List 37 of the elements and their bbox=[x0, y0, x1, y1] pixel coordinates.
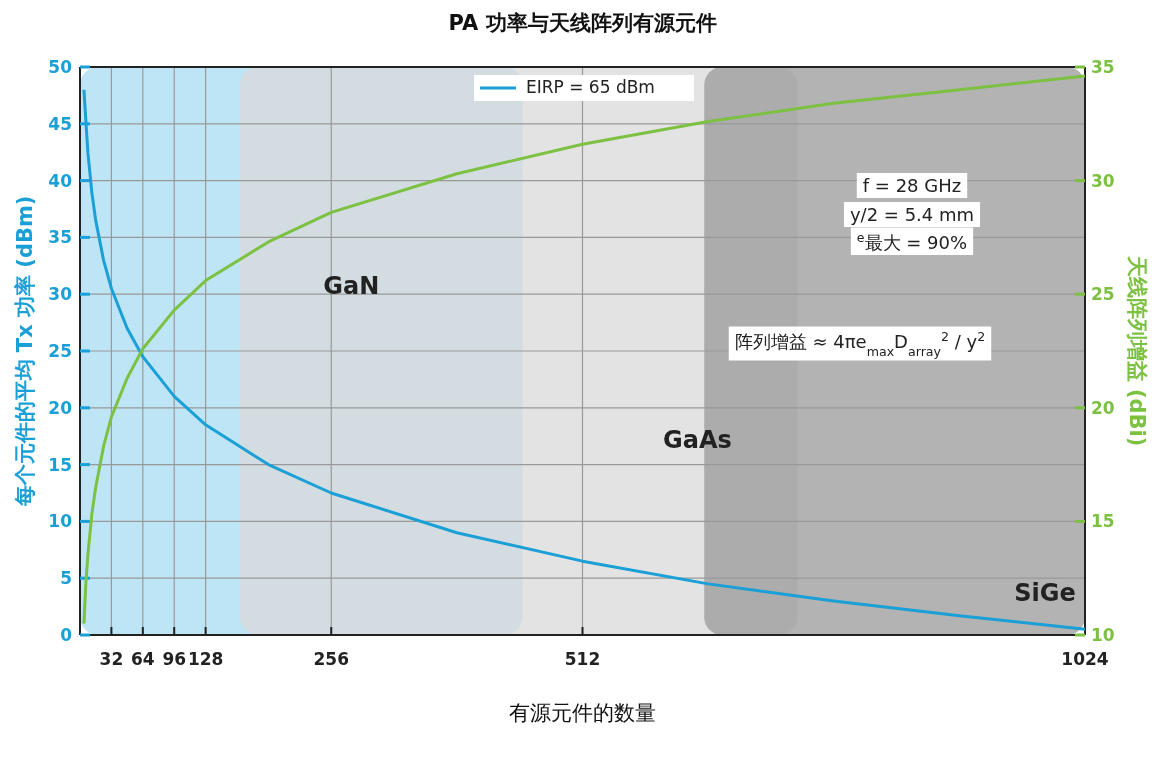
y2-tick-label: 30 bbox=[1091, 170, 1115, 191]
y-tick-label: 5 bbox=[60, 568, 72, 589]
legend: EIRP = 65 dBm bbox=[474, 75, 694, 101]
band-label: GaAs bbox=[663, 425, 732, 454]
annotation: f = 28 GHz bbox=[862, 175, 962, 196]
y-tick-label: 50 bbox=[48, 57, 73, 77]
y2-tick-label: 15 bbox=[1091, 511, 1115, 532]
y-tick-label: 30 bbox=[48, 284, 73, 305]
x-tick-label: 1024 bbox=[1061, 649, 1109, 669]
y2-tick-label: 25 bbox=[1091, 284, 1115, 305]
x-tick-label: 32 bbox=[99, 649, 124, 669]
x-tick-label: 256 bbox=[313, 649, 349, 669]
y-tick-label: 25 bbox=[48, 341, 72, 361]
annotation: $^{e}$最大 = 90% bbox=[856, 229, 968, 253]
band-label: GaN bbox=[323, 272, 380, 301]
y-tick-label: 15 bbox=[48, 454, 72, 475]
x-tick-label: 512 bbox=[564, 649, 601, 669]
band-label: SiGe bbox=[1014, 578, 1076, 607]
y-tick-label: 35 bbox=[48, 227, 72, 248]
annotation: 阵列增益 ≈ 4πe$_{max}$D$_{array}$$^{2}$ / y$^{2}$ bbox=[734, 328, 986, 359]
x-axis-title: 有源元件的数量 bbox=[509, 701, 656, 725]
legend-label: EIRP = 65 dBm bbox=[526, 77, 655, 97]
x-tick-label: 128 bbox=[187, 649, 224, 669]
y2-axis-title: 天线阵列增益 (dBi) bbox=[1125, 254, 1149, 447]
x-tick-label: 64 bbox=[130, 649, 155, 669]
y2-tick-label: 20 bbox=[1091, 397, 1115, 418]
x-tick-label: 96 bbox=[162, 649, 187, 669]
y-tick-label: 20 bbox=[48, 397, 73, 418]
y-tick-label: 40 bbox=[48, 170, 73, 191]
y-tick-label: 10 bbox=[48, 511, 73, 532]
chart-title: PA 功率与天线阵列有源元件 bbox=[448, 11, 717, 35]
y2-tick-label: 35 bbox=[1091, 57, 1115, 77]
y-tick-label: 0 bbox=[60, 625, 73, 645]
annotation: y/2 = 5.4 mm bbox=[849, 204, 975, 225]
y-axis-title: 每个元件的平均 Tx 功率 (dBm) bbox=[13, 195, 37, 508]
y2-tick-label: 10 bbox=[1091, 625, 1115, 645]
y-tick-label: 45 bbox=[48, 113, 72, 134]
